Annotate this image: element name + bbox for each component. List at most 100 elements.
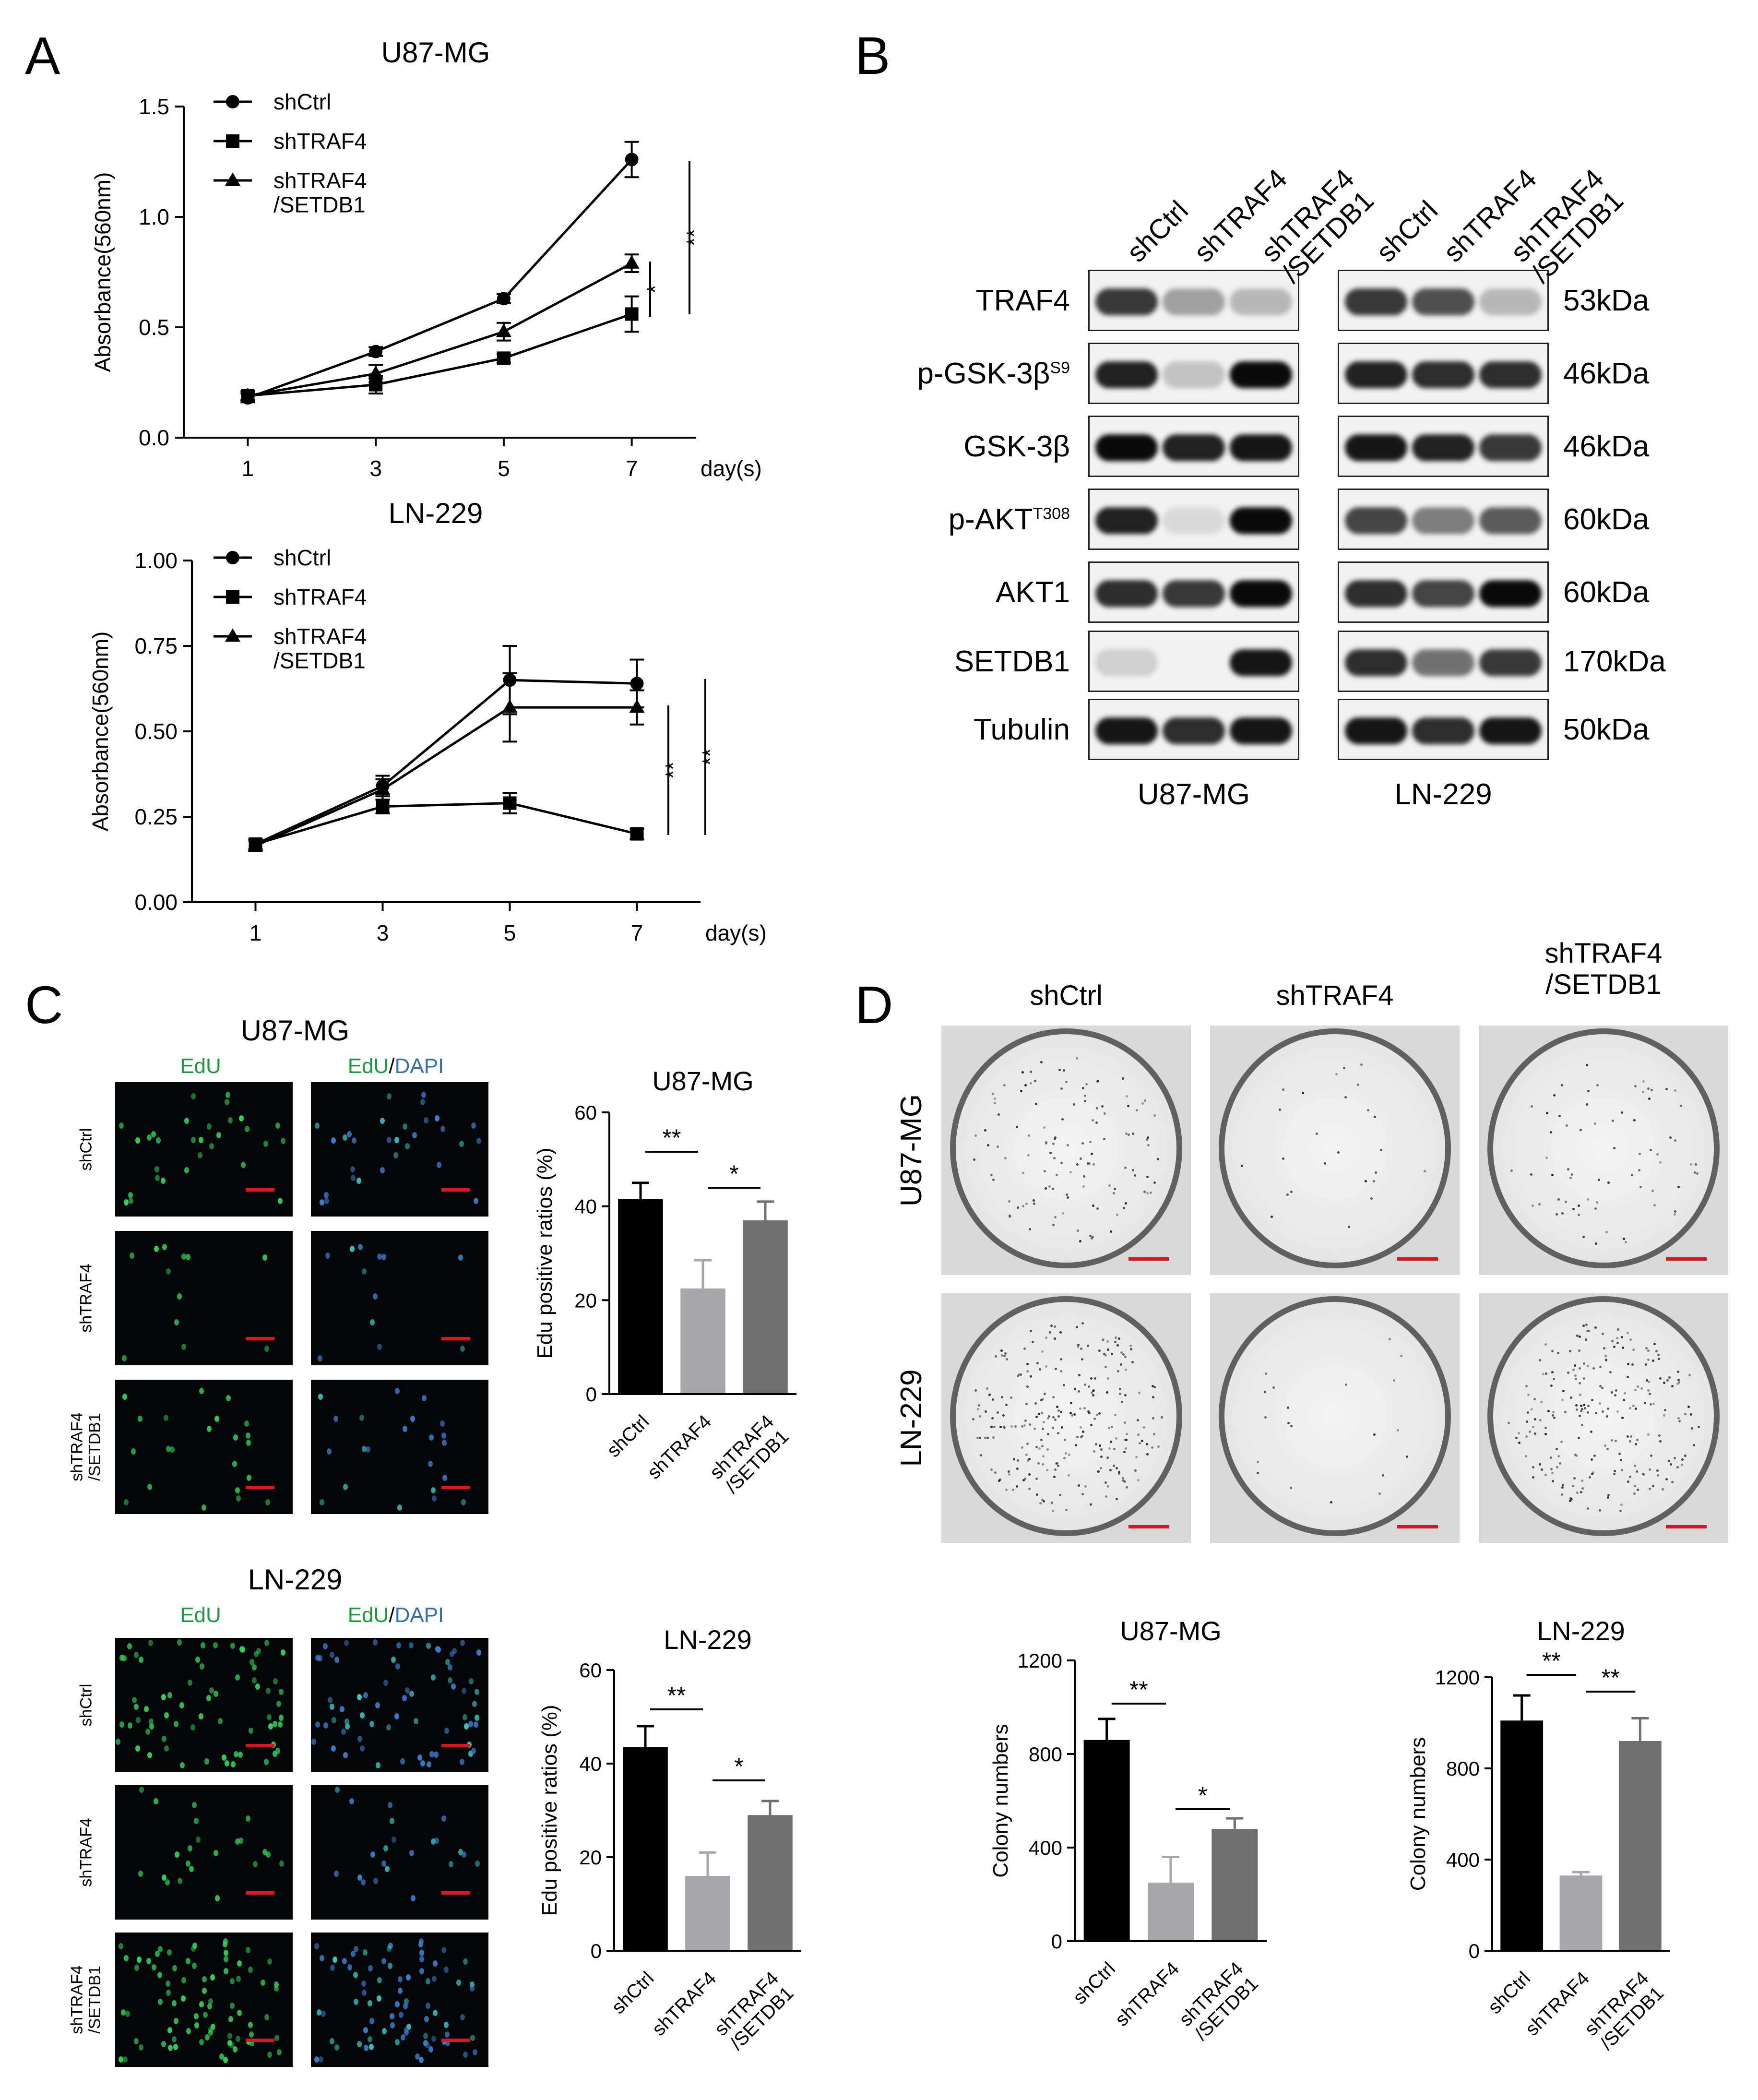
colony xyxy=(1137,1419,1140,1421)
colony xyxy=(1671,1480,1674,1483)
colony xyxy=(1057,1465,1060,1468)
significance-star: ** xyxy=(1129,1676,1148,1703)
cell-nucleus xyxy=(134,2038,139,2044)
cell-nucleus xyxy=(262,1254,267,1261)
colony xyxy=(1556,1466,1558,1468)
cell-nucleus xyxy=(214,1691,219,1697)
cell-nucleus xyxy=(327,1697,333,1704)
chart-title: LN-229 xyxy=(389,497,483,529)
cell-nucleus xyxy=(230,1761,236,1767)
colony xyxy=(1105,1495,1107,1498)
protein-name: GSK-3β xyxy=(963,430,1070,463)
cell-nucleus xyxy=(265,1499,271,1505)
colony xyxy=(1539,1463,1542,1466)
cell-nucleus xyxy=(405,1687,410,1694)
cell-nucleus xyxy=(392,1836,397,1843)
colony xyxy=(1651,1485,1654,1488)
colony xyxy=(1677,1417,1680,1420)
cell-nucleus xyxy=(235,1674,240,1681)
colony xyxy=(1035,1493,1038,1496)
colony xyxy=(1564,1200,1567,1203)
cell-nucleus xyxy=(330,1964,335,1971)
cell-nucleus xyxy=(451,1683,456,1690)
colony xyxy=(1146,1136,1149,1139)
colony xyxy=(1583,1362,1586,1365)
cell-nucleus xyxy=(440,1420,445,1427)
y-tick-label: 20 xyxy=(574,1289,597,1312)
colony xyxy=(1579,1394,1581,1396)
colony xyxy=(1571,1173,1574,1176)
colony xyxy=(1034,1080,1037,1083)
cell-nucleus xyxy=(319,2056,324,2063)
culture-well xyxy=(1219,1296,1451,1536)
cell-nucleus xyxy=(405,1143,410,1149)
colony xyxy=(1534,1432,1537,1435)
cell-nucleus xyxy=(360,1879,366,1886)
colony xyxy=(1614,1394,1617,1396)
blot-band xyxy=(1479,717,1542,744)
colony xyxy=(1118,1392,1121,1395)
colony xyxy=(1674,1457,1676,1460)
protein-label-traf4: TRAF4 xyxy=(976,286,1070,316)
colony xyxy=(1650,1454,1653,1457)
blot-band xyxy=(1345,717,1407,744)
cell-nucleus xyxy=(239,1646,244,1653)
cell-nucleus xyxy=(395,1663,401,1670)
colony xyxy=(1079,1240,1081,1243)
chart-title: LN-229 xyxy=(1537,1616,1625,1646)
blot-box xyxy=(1088,416,1299,477)
colony xyxy=(1047,1433,1050,1436)
colony xyxy=(1621,1416,1624,1419)
colony xyxy=(1102,1338,1105,1341)
colony xyxy=(1634,1443,1637,1445)
cell-nucleus xyxy=(373,1293,378,1300)
cell-nucleus xyxy=(380,1117,385,1124)
colony xyxy=(1055,1462,1057,1465)
colony xyxy=(1373,1180,1376,1183)
cell-nucleus xyxy=(125,2011,131,2017)
cell-nucleus xyxy=(144,1706,149,1713)
colony xyxy=(1620,1458,1623,1461)
y-axis-label: Colony numbers xyxy=(989,1724,1012,1877)
colony xyxy=(1115,1437,1117,1440)
colony xyxy=(1508,1421,1510,1424)
colony xyxy=(1596,1084,1599,1087)
colony xyxy=(1114,1413,1117,1416)
mw-label: 50kDa xyxy=(1563,713,1650,746)
colony-plate xyxy=(1210,1293,1460,1543)
cell-nucleus xyxy=(383,1679,389,1686)
colony xyxy=(1054,1216,1057,1219)
edu-micrograph xyxy=(115,1638,293,1772)
cell-nucleus xyxy=(461,1688,466,1694)
cell-nucleus xyxy=(398,2011,404,2018)
colony xyxy=(1669,1136,1672,1139)
colony xyxy=(1633,1492,1636,1495)
cell-nucleus xyxy=(210,1974,215,1981)
cell-nucleus xyxy=(445,2040,450,2046)
colony xyxy=(1046,1448,1049,1451)
cell-nucleus xyxy=(386,1945,392,1952)
cell-nucleus xyxy=(209,1143,214,1149)
cell-nucleus xyxy=(263,1759,269,1766)
colony xyxy=(1559,1462,1562,1465)
cell-nucleus xyxy=(278,1714,284,1721)
colony xyxy=(1103,1112,1106,1115)
cell-nucleus xyxy=(377,1977,382,1984)
chart-title: LN-229 xyxy=(664,1624,752,1655)
colony xyxy=(1265,1372,1268,1375)
colony xyxy=(999,1426,1002,1429)
cell-nucleus xyxy=(275,1122,281,1129)
colony xyxy=(1397,1429,1400,1432)
colony xyxy=(1645,1347,1648,1350)
cell-nucleus xyxy=(200,1642,205,1648)
blot-band xyxy=(1479,507,1542,534)
cell-nucleus xyxy=(208,2029,213,2036)
cell-nucleus xyxy=(158,1998,163,2005)
colony xyxy=(1045,1141,1048,1144)
colony xyxy=(1135,1109,1138,1111)
cell-nucleus xyxy=(277,2049,282,2055)
cell-nucleus xyxy=(163,1414,168,1421)
colony xyxy=(1113,1465,1116,1468)
colony xyxy=(1042,1421,1045,1424)
colony xyxy=(1576,1335,1579,1337)
